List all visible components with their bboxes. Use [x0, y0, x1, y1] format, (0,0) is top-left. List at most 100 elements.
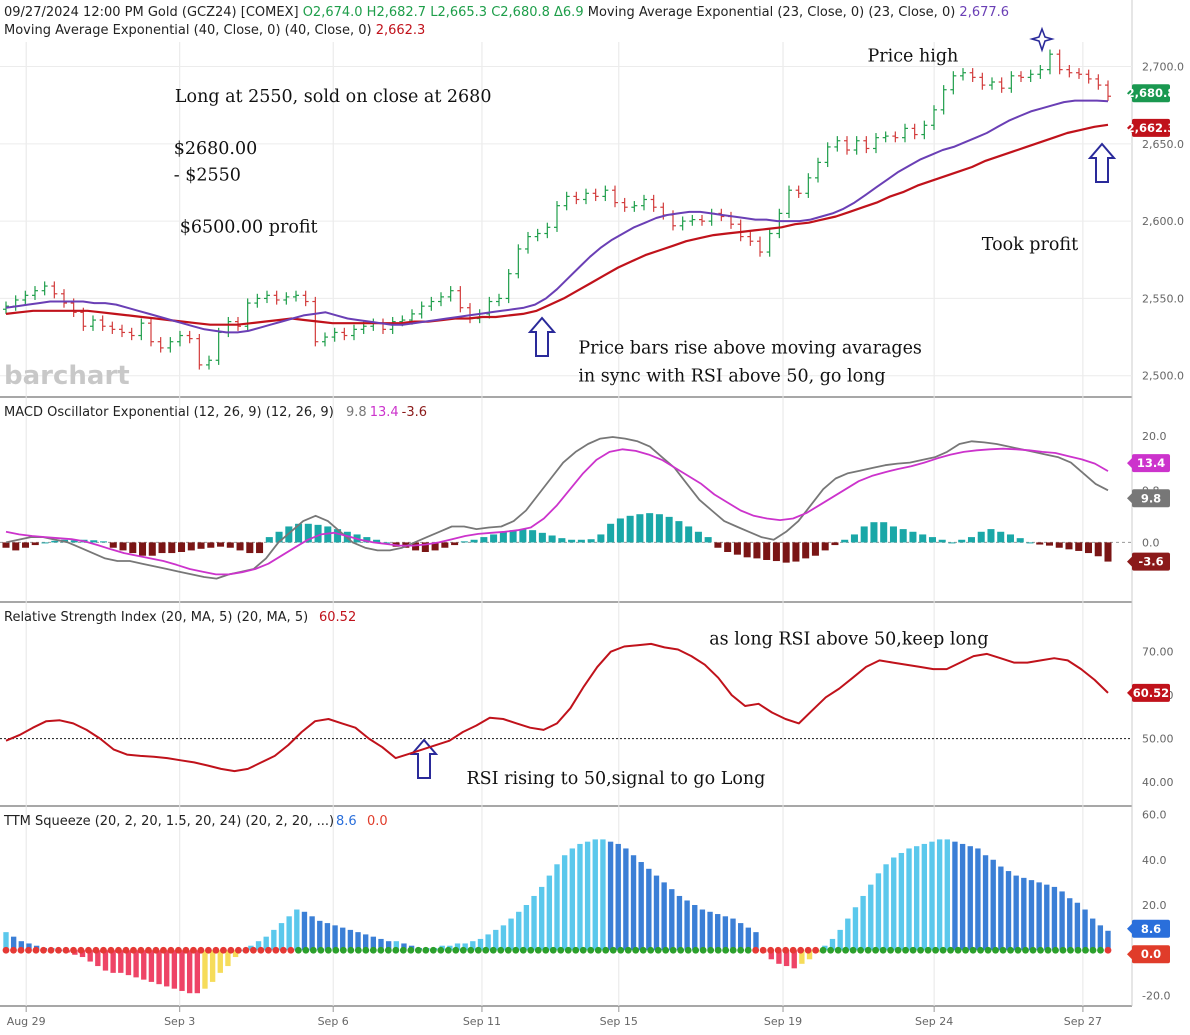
macd-histogram-bar [538, 532, 546, 543]
ttm-squeeze-dot [669, 946, 677, 954]
ttm-squeeze-dot [459, 946, 467, 954]
ttm-squeeze-dot [287, 946, 295, 954]
macd-y-tick-label: 20.0 [1142, 430, 1167, 443]
macd-histogram-bar [909, 531, 917, 543]
ttm-momentum-bar [393, 941, 399, 951]
x-tick-label: Sep 3 [164, 1015, 195, 1028]
ttm-momentum-bar [294, 909, 300, 951]
ttm-squeeze-dot [842, 946, 850, 954]
price-header-line2: Moving Average Exponential (40, Close, 0… [4, 23, 425, 38]
price-annotation: $6500.00 profit [180, 217, 318, 237]
macd-histogram-bar [41, 542, 49, 544]
ttm-squeeze-dot [549, 946, 557, 954]
ttm-momentum-bar [531, 895, 537, 951]
ttm-momentum-bar [462, 943, 468, 951]
ttm-momentum-bar [837, 929, 843, 951]
ttm-momentum-bar [584, 841, 591, 951]
ttm-momentum-bar [546, 875, 553, 951]
ttm-squeeze-dot [377, 946, 385, 954]
ttm-y-tick-label: 20.0 [1142, 899, 1167, 912]
ttm-squeeze-dot [1007, 946, 1014, 954]
macd-histogram-bar [236, 542, 244, 551]
ttm-momentum-bar [156, 950, 162, 985]
ttm-badge-pointer [1127, 923, 1132, 934]
ttm-squeeze-dot [737, 946, 745, 954]
ttm-squeeze-dot [849, 946, 857, 954]
ttm-squeeze-dot [362, 946, 370, 954]
price-badge-pointer [1127, 122, 1132, 133]
ttm-squeeze-dot [879, 946, 887, 954]
macd-histogram-bar [1016, 538, 1024, 543]
macd-histogram-bar [1006, 534, 1014, 543]
ttm-momentum-bar [477, 938, 484, 951]
macd-badge-label: 13.4 [1137, 456, 1165, 470]
ttm-squeeze-dot [1059, 946, 1067, 954]
ttm-squeeze-dot [1014, 946, 1022, 954]
ttm-squeeze-dot [714, 946, 722, 954]
ttm-momentum-bar [217, 950, 223, 973]
ttm-squeeze-dot [100, 946, 107, 954]
ttm-momentum-bar [324, 923, 331, 951]
price-annotation: in sync with RSI above 50, go long [578, 366, 885, 386]
ttm-squeeze-dot [294, 946, 302, 954]
ttm-momentum-bar [600, 839, 606, 951]
ttm-momentum-bar [554, 864, 560, 951]
macd-value-2: -3.6 [402, 405, 427, 420]
price-y-tick-label: 2,700.0 [1142, 61, 1184, 74]
ttm-squeeze-dot [17, 946, 25, 954]
ttm-squeeze-dot [834, 946, 842, 954]
macd-histogram-bar [860, 526, 868, 543]
macd-histogram-bar [948, 542, 956, 544]
ttm-squeeze-dot [647, 946, 655, 954]
ttm-momentum-bar [278, 923, 285, 951]
ttm-squeeze-dot [909, 946, 917, 954]
macd-histogram-bar [831, 542, 839, 546]
ttm-momentum-bar [868, 884, 874, 951]
ttm-squeeze-dot [519, 946, 527, 954]
ttm-momentum-bar [921, 843, 928, 951]
price-y-tick-label: 2,650.0 [1142, 138, 1184, 151]
ttm-momentum-bar [523, 905, 530, 951]
macd-histogram-bar [753, 542, 761, 559]
macd-histogram-bar [607, 523, 615, 543]
ttm-momentum-bar [692, 905, 698, 951]
macd-histogram-bar [490, 534, 498, 543]
ttm-momentum-bar [1059, 891, 1065, 951]
ttm-momentum-bar [638, 862, 644, 951]
ttm-squeeze-dot [624, 946, 632, 954]
ttm-squeeze-dot [1044, 946, 1052, 954]
ttm-squeeze-dot [752, 946, 760, 954]
macd-badge-label: -3.6 [1138, 555, 1163, 569]
rsi-badge-label: 60.52 [1133, 686, 1169, 700]
macd-histogram-bar [314, 524, 322, 543]
ttm-momentum-bar [722, 916, 729, 951]
ttm-squeeze-dot [264, 946, 272, 954]
macd-histogram-bar [714, 542, 722, 548]
ttm-momentum-bar [18, 941, 24, 951]
ttm-squeeze-dot [437, 946, 445, 954]
macd-histogram-bar [548, 535, 556, 543]
ttm-momentum-bar [699, 909, 706, 951]
macd-histogram-bar [1045, 542, 1053, 546]
ttm-squeeze-dot [444, 946, 452, 954]
macd-histogram-bar [743, 542, 751, 558]
ttm-momentum-bar [952, 841, 958, 951]
ttm-squeeze-dot [954, 946, 962, 954]
ttm-value-squeeze: 0.0 [367, 814, 388, 829]
ttm-squeeze-dot [145, 946, 152, 954]
ttm-squeeze-dot [527, 946, 535, 954]
macd-histogram-bar [187, 542, 195, 551]
ttm-squeeze-dot [317, 946, 325, 954]
ttm-squeeze-dot [92, 946, 100, 954]
rsi-y-tick-label: 50.00 [1142, 733, 1174, 746]
x-tick-label: Sep 19 [764, 1015, 802, 1028]
macd-histogram-bar [168, 542, 176, 554]
macd-label: MACD Oscillator Exponential (12, 26, 9) … [4, 405, 334, 420]
ttm-squeeze-dot [947, 946, 954, 954]
ttm-y-tick-label: 40.0 [1142, 854, 1167, 867]
ttm-momentum-bar [883, 864, 889, 951]
ttm-squeeze-dot [572, 946, 580, 954]
ttm-momentum-bar [753, 932, 759, 951]
ttm-squeeze-dot [617, 946, 625, 954]
